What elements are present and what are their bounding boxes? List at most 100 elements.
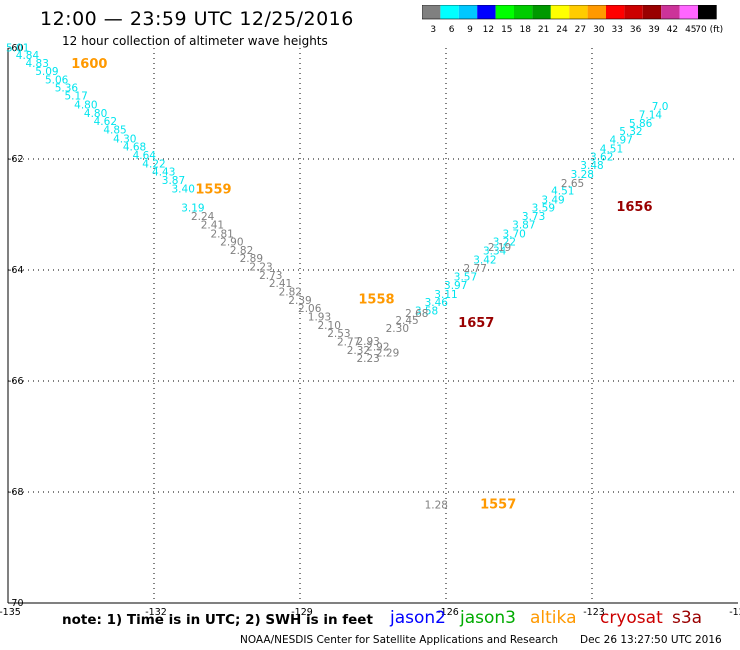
colorbar-label: 6 bbox=[449, 25, 455, 35]
satellite-legend-jason3: jason3 bbox=[460, 608, 516, 628]
colorbar-label: 15 bbox=[501, 25, 512, 35]
wave-height-label: 2.45 bbox=[395, 315, 418, 327]
wave-height-label: 2.73 bbox=[259, 270, 282, 282]
wave-height-label: 2.41 bbox=[269, 278, 292, 290]
wave-height-label: 4.30 bbox=[113, 133, 136, 145]
chart-title: 12:00 — 23:59 UTC 12/25/2016 bbox=[40, 8, 354, 30]
credit-text: NOAA/NESDIS Center for Satellite Applica… bbox=[240, 634, 558, 646]
colorbar-label: 3 bbox=[430, 25, 436, 35]
wave-height-label: 3.19 bbox=[181, 203, 204, 215]
wave-height-label: 5.06 bbox=[45, 75, 69, 87]
chart-subtitle: 12 hour collection of altimeter wave hei… bbox=[62, 34, 328, 48]
wave-height-label: 3.87 bbox=[162, 175, 185, 187]
wave-height-label: 4.64 bbox=[133, 150, 157, 162]
satellite-legend-s3a: s3a bbox=[672, 608, 703, 628]
generated-timestamp: Dec 26 13:27:50 UTC 2016 bbox=[580, 634, 722, 646]
wave-height-label: 2.93 bbox=[356, 336, 379, 348]
wave-height-label: 4.22 bbox=[142, 158, 165, 170]
x-tick-label: -132 bbox=[145, 607, 167, 618]
colorbar-swatch bbox=[698, 5, 717, 19]
wave-height-label: 2.89 bbox=[240, 253, 263, 265]
colorbar-swatch bbox=[477, 5, 496, 19]
wave-height-label: 2.32 bbox=[347, 345, 370, 357]
wave-height-label: 2.81 bbox=[210, 228, 233, 240]
x-tick-label: -129 bbox=[291, 607, 313, 618]
colorbar-label: 36 bbox=[630, 25, 642, 35]
wave-height-label: 3.22 bbox=[493, 237, 516, 249]
colorbar-label: 33 bbox=[611, 25, 622, 35]
pass-time-label: 1558 bbox=[358, 292, 394, 307]
x-tick-label: -120 bbox=[729, 607, 740, 618]
wave-height-label: 3.58 bbox=[415, 305, 438, 317]
wave-height-label: 4.97 bbox=[610, 134, 633, 146]
colorbar-swatch bbox=[440, 5, 459, 19]
y-tick-label: -68 bbox=[8, 487, 24, 498]
wave-height-label: 2.77 bbox=[464, 263, 487, 275]
wave-height-label: 3.62 bbox=[590, 152, 613, 164]
pass-time-label: 1559 bbox=[195, 182, 231, 197]
colorbar-label: 9 bbox=[467, 25, 473, 35]
wave-height-label: 2.90 bbox=[220, 237, 243, 249]
wave-height-label: 5.86 bbox=[629, 118, 653, 130]
wave-height-label: 2.82 bbox=[279, 287, 302, 299]
colorbar-label: 45 bbox=[685, 25, 696, 35]
wave-height-label: 2.41 bbox=[201, 219, 224, 231]
colorbar-frame bbox=[422, 5, 717, 20]
satellite-legend-altika: altika bbox=[530, 608, 577, 628]
x-tick-label: -123 bbox=[583, 607, 605, 618]
pass-time-label: 1657 bbox=[458, 316, 494, 331]
wave-height-label: 4.51 bbox=[551, 186, 574, 198]
wave-height-label: 1.28 bbox=[425, 500, 448, 512]
wave-height-label: 2.65 bbox=[561, 178, 584, 190]
pass-time-label: 1557 bbox=[480, 498, 516, 513]
wave-height-label: 3.59 bbox=[532, 203, 555, 215]
wave-height-label: 3.40 bbox=[172, 183, 195, 195]
colorbar-swatch bbox=[642, 5, 662, 19]
wave-height-label: 7.0 bbox=[652, 101, 669, 113]
wave-height-label: 2.24 bbox=[191, 211, 215, 223]
satellite-legend-jason2: jason2 bbox=[390, 608, 446, 628]
wave-height-label: 4.80 bbox=[84, 108, 107, 120]
wave-height-label: 2.23 bbox=[249, 262, 272, 274]
wave-height-label: 5.36 bbox=[55, 82, 79, 94]
colorbar-label: 42 bbox=[667, 25, 678, 35]
wave-height-label: 4.80 bbox=[74, 99, 97, 111]
wave-height-label: 4.85 bbox=[103, 124, 126, 136]
wave-height-label: 3.70 bbox=[502, 228, 525, 240]
footnote: note: 1) Time is in UTC; 2) SWH is in fe… bbox=[62, 612, 373, 628]
pass-time-label: 1600 bbox=[71, 57, 107, 72]
wave-height-label: 3.57 bbox=[454, 272, 477, 284]
wave-height-label: 2.68 bbox=[405, 308, 428, 320]
wave-height-label: 7.14 bbox=[639, 109, 663, 121]
colorbar-swatch bbox=[624, 5, 643, 19]
wave-height-label: 4.84 bbox=[16, 50, 40, 62]
colorbar-label: 39 bbox=[648, 25, 660, 35]
colorbar-label: 30 bbox=[593, 25, 605, 35]
wave-height-label: 3.73 bbox=[522, 211, 545, 223]
wave-height-label: 5.17 bbox=[64, 91, 87, 103]
x-tick-label: -126 bbox=[437, 607, 459, 618]
wave-height-label: 4.68 bbox=[123, 142, 146, 154]
colorbar-label: 27 bbox=[575, 25, 586, 35]
wave-height-label: 5.09 bbox=[35, 66, 58, 78]
colorbar-swatch bbox=[606, 5, 625, 19]
wave-height-label: 4.83 bbox=[26, 58, 49, 70]
wave-height-label: 4.51 bbox=[600, 143, 623, 155]
wave-height-label: 2.82 bbox=[230, 245, 253, 257]
colorbar-swatch bbox=[661, 5, 680, 19]
wave-height-label: 2.53 bbox=[327, 328, 350, 340]
colorbar-swatch bbox=[550, 5, 570, 19]
wave-height-label: 3.46 bbox=[425, 297, 449, 309]
wave-height-label: 2.39 bbox=[288, 295, 311, 307]
pass-time-label: 1656 bbox=[616, 200, 652, 215]
colorbar-swatch bbox=[532, 5, 551, 19]
colorbar-swatch bbox=[679, 5, 698, 19]
wave-height-label: 2.29 bbox=[376, 348, 399, 360]
wave-height-label: 2.92 bbox=[366, 341, 389, 353]
colorbar-swatch bbox=[422, 5, 441, 19]
wave-height-label: 3.97 bbox=[444, 280, 467, 292]
y-tick-label: -60 bbox=[8, 43, 24, 54]
colorbar-swatch bbox=[569, 5, 588, 19]
